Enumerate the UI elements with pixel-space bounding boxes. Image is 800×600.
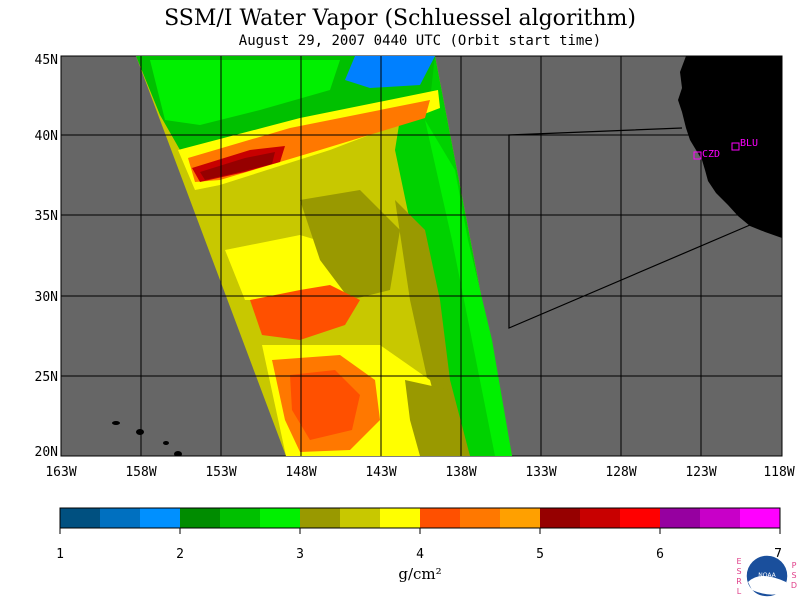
colorbar-cell [420, 508, 461, 528]
lon-label-133w: 133W [525, 465, 556, 480]
station-marker-czd [693, 151, 702, 160]
lon-label-123w: 123W [685, 465, 716, 480]
colorbar-cell [580, 508, 621, 528]
lon-label-138w: 138W [445, 465, 476, 480]
land-hawaii-2 [136, 429, 144, 435]
colorbar-tick-label: 6 [656, 547, 664, 562]
lat-label-30n: 30N [35, 290, 58, 305]
colorbar-cell [300, 508, 341, 528]
colorbar-tick-label: 2 [176, 547, 184, 562]
station-label-czd: CZD [702, 149, 720, 160]
colorbar-cell [140, 508, 181, 528]
land-hawaii-1 [112, 421, 120, 425]
lon-label-158w: 158W [125, 465, 156, 480]
swath-north-blue [345, 56, 435, 88]
colorbar-cell [340, 508, 381, 528]
grid-lines [61, 56, 782, 456]
moist-south-olive [405, 380, 470, 456]
noaa-badge-text: NOAA [758, 572, 776, 579]
colorbar-tick-label: 4 [416, 547, 424, 562]
lon-label-148w: 148W [285, 465, 316, 480]
colorbar-tick-label: 1 [56, 547, 64, 562]
colorbar-cell [540, 508, 581, 528]
colorbar-ticks: 1 2 3 4 5 6 7 [56, 528, 782, 562]
station-marker-blu [731, 142, 740, 151]
moist-patch-30n [250, 285, 360, 340]
colorbar-tick-label: 7 [774, 547, 782, 562]
lon-label-128w: 128W [605, 465, 636, 480]
station-label-blu: BLU [740, 138, 758, 149]
swath-east-bright [425, 120, 512, 456]
land-north-america [678, 56, 782, 238]
lat-labels: 45N 40N 35N 30N 25N 20N [35, 53, 58, 460]
logo-letter-s: S [736, 567, 741, 576]
logo-letter-s2: S [791, 571, 796, 580]
lon-label-163w: 163W [45, 465, 76, 480]
river-dark [200, 152, 275, 180]
lat-label-20n: 20N [35, 445, 58, 460]
lon-label-118w: 118W [763, 465, 794, 480]
lat-label-45n: 45N [35, 53, 58, 68]
moist-south-red [290, 370, 360, 440]
colorbar-cell [500, 508, 541, 528]
colorbar-cell [60, 508, 101, 528]
flight-track [508, 127, 751, 329]
map-title: SSM/I Water Vapor (Schluessel algorithm) [164, 6, 636, 31]
colorbar-cell [380, 508, 421, 528]
colorbar-tick-label: 5 [536, 547, 544, 562]
colorbar-cell [620, 508, 661, 528]
logo-letter-p: P [792, 561, 797, 570]
logo-letter-e: E [736, 557, 741, 566]
colorbar-cell [460, 508, 501, 528]
swath-mid-olive [300, 190, 400, 300]
colorbar-cell [100, 508, 141, 528]
swath-east-olive [395, 200, 470, 456]
swath-north-bright [150, 60, 340, 125]
logo-letter-r: R [736, 577, 742, 586]
lat-label-40n: 40N [35, 129, 58, 144]
lat-label-35n: 35N [35, 209, 58, 224]
colorbar-cell [180, 508, 221, 528]
colorbar-cell [660, 508, 701, 528]
colorbar-cell [700, 508, 741, 528]
lat-label-25n: 25N [35, 370, 58, 385]
land-hawaii-4 [174, 451, 182, 456]
colorbar-unit-label: g/cm² [398, 565, 441, 583]
colorbar-cell [220, 508, 261, 528]
land-hawaii-3 [163, 441, 169, 445]
lon-labels: 163W 158W 153W 148W 143W 138W 133W 128W … [45, 465, 794, 480]
colorbar-tick-label: 3 [296, 547, 304, 562]
colorbar [60, 508, 781, 528]
colorbar-cell [260, 508, 301, 528]
lon-label-143w: 143W [365, 465, 396, 480]
noaa-logo: NOAA E S R L P S D [736, 554, 797, 598]
map-subtitle: August 29, 2007 0440 UTC (Orbit start ti… [238, 33, 602, 49]
colorbar-cell [740, 508, 781, 528]
noaa-wave [748, 576, 786, 595]
logo-letter-l: L [737, 587, 742, 596]
logo-letter-d: D [791, 581, 797, 590]
lon-label-153w: 153W [205, 465, 236, 480]
